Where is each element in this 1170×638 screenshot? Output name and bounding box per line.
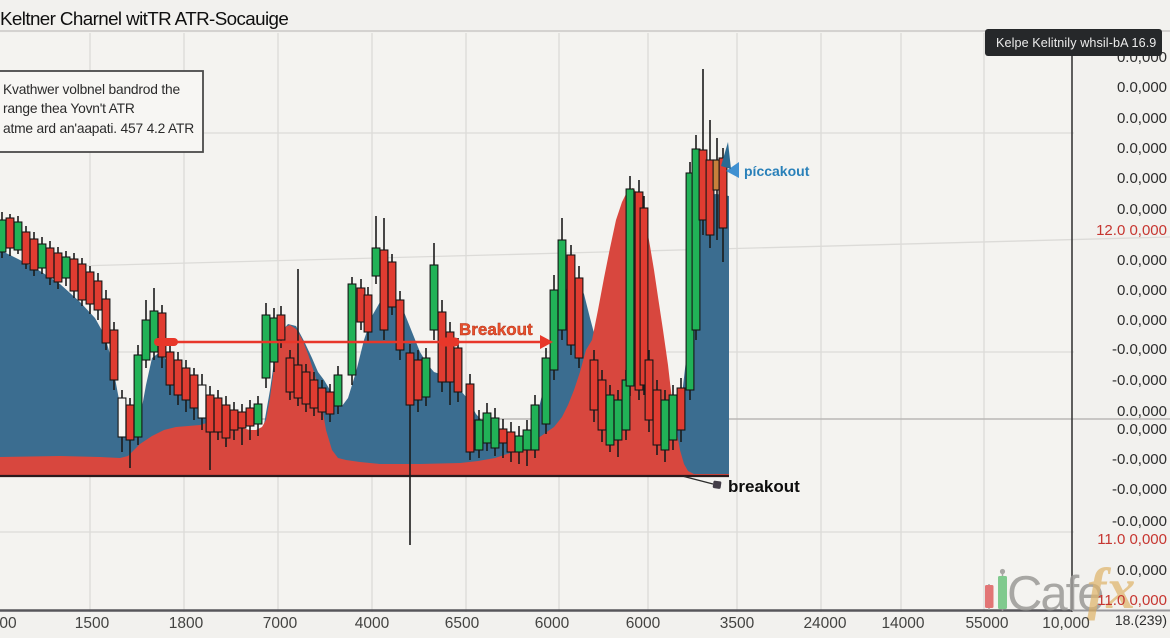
- svg-text:fx: fx: [1087, 556, 1135, 621]
- svg-text:Keltner Charnel witTR ATR-Soca: Keltner Charnel witTR ATR-Socauige: [0, 8, 288, 29]
- svg-text:Kvathwer volbnel bandrod the: Kvathwer volbnel bandrod the: [3, 82, 180, 97]
- svg-text:Kelpe Kelitnily whsil-bA 16.9: Kelpe Kelitnily whsil-bA 16.9: [996, 36, 1156, 50]
- svg-text:-0.0,000: -0.0,000: [1112, 372, 1167, 389]
- svg-text:24000: 24000: [803, 615, 846, 632]
- svg-text:11.0 0,000: 11.0 0,000: [1097, 531, 1167, 548]
- svg-text:6000: 6000: [626, 615, 661, 632]
- svg-text:0.0,000: 0.0,000: [1117, 252, 1167, 269]
- svg-text:0.0,000: 0.0,000: [1117, 110, 1167, 127]
- svg-text:18.(239): 18.(239): [1115, 612, 1167, 628]
- svg-text:-0.0,000: -0.0,000: [1112, 481, 1167, 498]
- svg-text:0.0,000: 0.0,000: [1117, 170, 1167, 187]
- svg-text:14000: 14000: [881, 615, 924, 632]
- svg-text:1500: 1500: [75, 615, 110, 632]
- svg-text:0.0,000: 0.0,000: [1117, 421, 1167, 438]
- svg-text:12.0 0,000: 12.0 0,000: [1096, 222, 1167, 239]
- svg-text:4000: 4000: [355, 615, 390, 632]
- svg-text:7000: 7000: [263, 615, 298, 632]
- svg-text:0.0,000: 0.0,000: [1117, 282, 1167, 299]
- svg-text:atme ard an'aapati. 457 4.2 AT: atme ard an'aapati. 457 4.2 ATR: [3, 121, 194, 136]
- svg-text:-0.0,000: -0.0,000: [1112, 513, 1167, 530]
- svg-text:0.0,000: 0.0,000: [1117, 79, 1167, 96]
- svg-text:00: 00: [0, 615, 17, 632]
- svg-text:range thea Yovn't ATR: range thea Yovn't ATR: [3, 101, 135, 116]
- svg-text:11.0 0,000: 11.0 0,000: [1097, 592, 1167, 609]
- svg-text:3500: 3500: [720, 615, 755, 632]
- svg-text:1800: 1800: [169, 615, 204, 632]
- svg-text:-0.0,000: -0.0,000: [1112, 341, 1167, 358]
- svg-text:breakout: breakout: [728, 477, 800, 496]
- svg-text:0.0,000: 0.0,000: [1117, 201, 1167, 218]
- svg-text:0.0,000: 0.0,000: [1117, 562, 1167, 579]
- svg-text:0.0,000: 0.0,000: [1117, 312, 1167, 329]
- svg-text:6500: 6500: [445, 615, 480, 632]
- svg-text:píccakout: píccakout: [744, 163, 810, 179]
- svg-text:-0.0,000: -0.0,000: [1112, 451, 1167, 468]
- svg-text:55000: 55000: [965, 615, 1008, 632]
- svg-text:Breakout: Breakout: [459, 320, 533, 339]
- svg-text:0.0,000: 0.0,000: [1117, 140, 1167, 157]
- svg-text:6000: 6000: [535, 615, 570, 632]
- svg-text:10,000: 10,000: [1042, 615, 1090, 632]
- svg-text:Cafe: Cafe: [1007, 567, 1103, 621]
- svg-text:0.0,000: 0.0,000: [1117, 403, 1167, 420]
